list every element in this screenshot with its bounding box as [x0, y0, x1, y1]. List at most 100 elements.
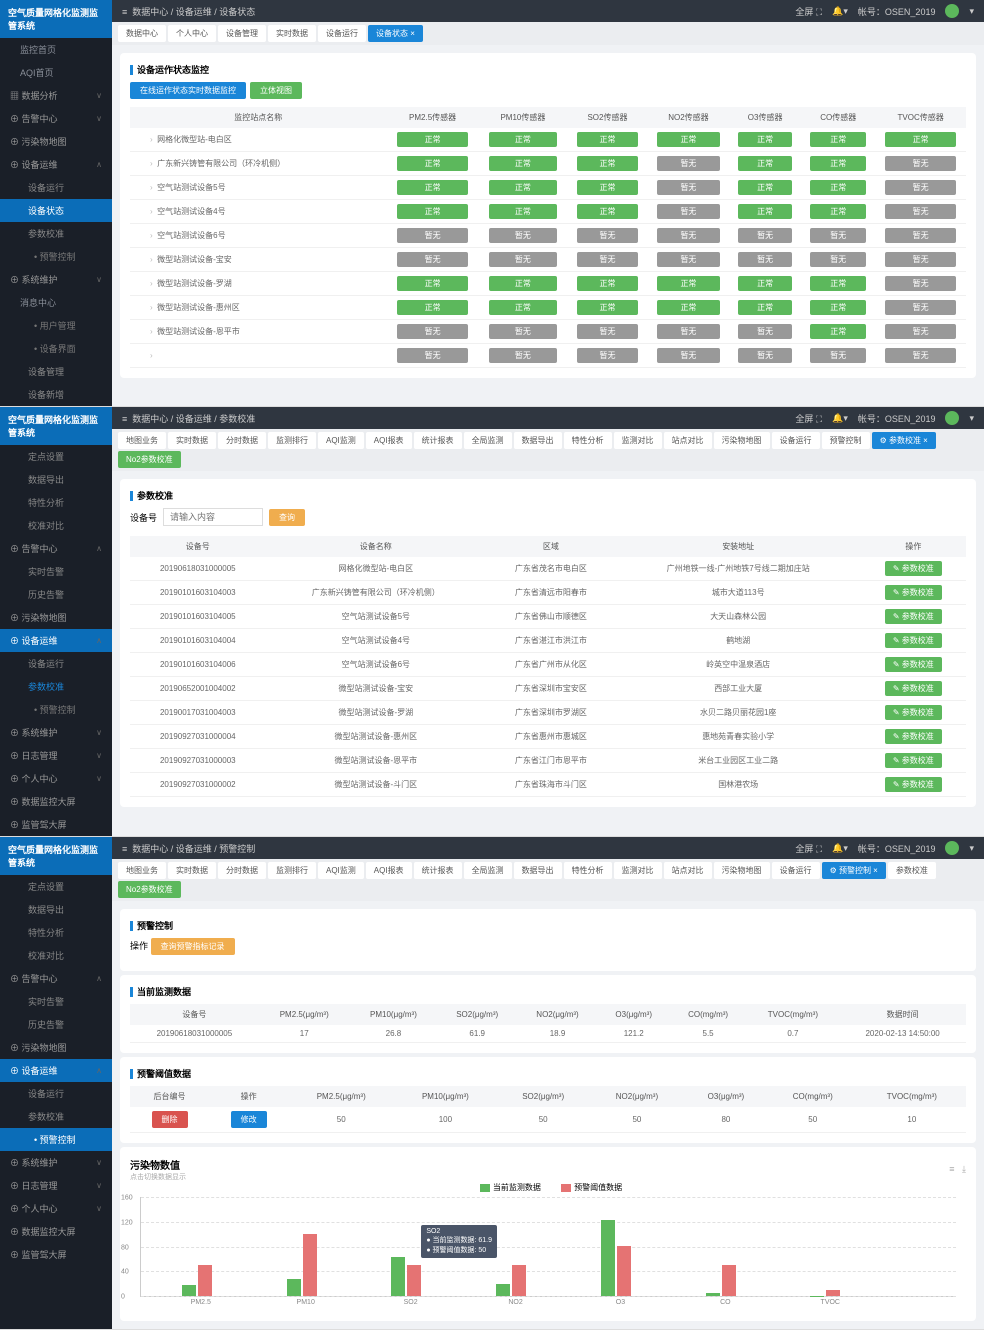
- tab[interactable]: 全局监测: [464, 432, 512, 449]
- chart-bar[interactable]: [407, 1265, 421, 1296]
- sidebar-item[interactable]: 设备运行: [0, 1082, 112, 1105]
- sidebar-item[interactable]: 特性分析: [0, 921, 112, 944]
- tab[interactable]: 站点对比: [664, 432, 712, 449]
- tab-active[interactable]: ⚙ 预警控制 ×: [822, 862, 886, 879]
- chart-bar[interactable]: [198, 1265, 212, 1296]
- tab[interactable]: 监测排行: [268, 432, 316, 449]
- sidebar-item[interactable]: 定点设置: [0, 875, 112, 898]
- calibrate-button[interactable]: ✎ 参数校准: [885, 705, 942, 720]
- tab[interactable]: AQI监测: [318, 862, 364, 879]
- tab[interactable]: 污染物地图: [714, 432, 770, 449]
- sidebar-item-active[interactable]: 设备状态: [0, 199, 112, 222]
- avatar[interactable]: [945, 4, 959, 18]
- tab-active[interactable]: ⚙ 参数校准 ×: [872, 432, 936, 449]
- tab[interactable]: 站点对比: [664, 862, 712, 879]
- sidebar-item[interactable]: 参数校准: [0, 1105, 112, 1128]
- sidebar-item[interactable]: 参数校准: [0, 675, 112, 698]
- bell-icon[interactable]: 🔔▾: [832, 6, 848, 17]
- chart-bar[interactable]: [303, 1234, 317, 1297]
- sidebar-group[interactable]: ⊕ 污染物地图: [0, 130, 112, 153]
- sidebar-item[interactable]: 校准对比: [0, 944, 112, 967]
- tab[interactable]: 实时数据: [168, 432, 216, 449]
- tab[interactable]: 污染物地图: [714, 862, 770, 879]
- calibrate-button[interactable]: ✎ 参数校准: [885, 753, 942, 768]
- tab[interactable]: 设备管理: [218, 25, 266, 42]
- calibrate-button[interactable]: ✎ 参数校准: [885, 585, 942, 600]
- chart-bar[interactable]: [391, 1257, 405, 1296]
- delete-button[interactable]: 删除: [152, 1111, 188, 1128]
- tab[interactable]: 实时数据: [268, 25, 316, 42]
- sidebar-group[interactable]: ⊕ 系统维护∨: [0, 1151, 112, 1174]
- sidebar-item[interactable]: 历史告警: [0, 583, 112, 606]
- tab[interactable]: 监测排行: [268, 862, 316, 879]
- tab[interactable]: 特性分析: [564, 432, 612, 449]
- chart-bar[interactable]: [496, 1284, 510, 1296]
- tab[interactable]: 全局监测: [464, 862, 512, 879]
- bell-icon[interactable]: 🔔▾: [832, 843, 848, 854]
- sidebar-group[interactable]: ▦ 数据分析∨: [0, 84, 112, 107]
- sidebar-item-active[interactable]: • 预警控制: [0, 1128, 112, 1151]
- search-button[interactable]: 查询: [269, 509, 305, 526]
- sidebar-group[interactable]: ⊕ 监管驾大屏: [0, 813, 112, 836]
- tab[interactable]: No2参数校准: [118, 881, 181, 898]
- sidebar-item[interactable]: 特性分析: [0, 491, 112, 514]
- sidebar-group[interactable]: ⊕ 系统维护∨: [0, 721, 112, 744]
- sidebar-group[interactable]: ⊕ 监管驾大屏: [0, 1243, 112, 1266]
- chart-tools[interactable]: ≡ ⤓: [949, 1164, 966, 1175]
- tab[interactable]: 设备运行: [318, 25, 366, 42]
- sidebar-item[interactable]: 实时告警: [0, 560, 112, 583]
- calibrate-button[interactable]: ✎ 参数校准: [885, 633, 942, 648]
- sidebar-item[interactable]: • 设备界面: [0, 337, 112, 360]
- tab[interactable]: 统计报表: [414, 862, 462, 879]
- tab[interactable]: 地图业务: [118, 862, 166, 879]
- search-input[interactable]: [163, 508, 263, 526]
- tab[interactable]: 设备运行: [772, 432, 820, 449]
- tab[interactable]: 特性分析: [564, 862, 612, 879]
- sidebar-item[interactable]: 数据导出: [0, 468, 112, 491]
- chart-bar[interactable]: [287, 1279, 301, 1296]
- sidebar-group[interactable]: ⊕ 日志管理∨: [0, 744, 112, 767]
- tab[interactable]: 个人中心: [168, 25, 216, 42]
- avatar[interactable]: [945, 411, 959, 425]
- sidebar-group[interactable]: ⊕ 日志管理∨: [0, 1174, 112, 1197]
- sidebar-group[interactable]: ⊕ 个人中心∨: [0, 767, 112, 790]
- chart-bar[interactable]: [512, 1265, 526, 1296]
- sidebar-item[interactable]: • 预警控制: [0, 698, 112, 721]
- chart-bar[interactable]: [722, 1265, 736, 1296]
- tab[interactable]: AQI报表: [366, 862, 412, 879]
- op-button[interactable]: 查询预警指标记录: [151, 938, 235, 955]
- calibrate-button[interactable]: ✎ 参数校准: [885, 609, 942, 624]
- btn-3d[interactable]: 立体视图: [250, 82, 302, 99]
- sidebar-group[interactable]: ⊕ 污染物地图: [0, 606, 112, 629]
- sidebar-item[interactable]: 设备运行: [0, 652, 112, 675]
- sidebar-group[interactable]: ⊕ 系统维护∨: [0, 268, 112, 291]
- sidebar-item[interactable]: 校准对比: [0, 514, 112, 537]
- user-chevron[interactable]: ▾: [969, 6, 974, 17]
- calibrate-button[interactable]: ✎ 参数校准: [885, 681, 942, 696]
- sidebar-item[interactable]: 数据导出: [0, 898, 112, 921]
- sidebar-item[interactable]: 设备管理: [0, 360, 112, 383]
- tab[interactable]: No2参数校准: [118, 451, 181, 468]
- tab[interactable]: 分时数据: [218, 862, 266, 879]
- sidebar-group[interactable]: ⊕ 污染物地图: [0, 1036, 112, 1059]
- fullscreen-btn[interactable]: 全屏 ⛶: [795, 412, 822, 425]
- sidebar-item[interactable]: 设备新增: [0, 383, 112, 406]
- tab[interactable]: 设备运行: [772, 862, 820, 879]
- sidebar-group[interactable]: ⊕ 告警中心∧: [0, 967, 112, 990]
- sidebar-item[interactable]: 消息中心: [0, 291, 112, 314]
- fullscreen-btn[interactable]: 全屏 ⛶: [795, 842, 822, 855]
- avatar[interactable]: [945, 841, 959, 855]
- sidebar-group[interactable]: ⊕ 个人中心∨: [0, 1197, 112, 1220]
- sidebar-item[interactable]: 监控首页: [0, 38, 112, 61]
- tab[interactable]: 监测对比: [614, 862, 662, 879]
- sidebar-group[interactable]: ⊕ 设备运维∧: [0, 153, 112, 176]
- sidebar-item[interactable]: 定点设置: [0, 445, 112, 468]
- sidebar-group[interactable]: ⊕ 告警中心∨: [0, 107, 112, 130]
- tab[interactable]: AQI报表: [366, 432, 412, 449]
- tab[interactable]: 参数校准: [888, 862, 936, 879]
- tab[interactable]: AQI监测: [318, 432, 364, 449]
- tab[interactable]: 数据中心: [118, 25, 166, 42]
- btn-realtime[interactable]: 在线运作状态实时数据监控: [130, 82, 246, 99]
- sidebar-item[interactable]: • 预警控制: [0, 245, 112, 268]
- chart-bar[interactable]: [182, 1285, 196, 1296]
